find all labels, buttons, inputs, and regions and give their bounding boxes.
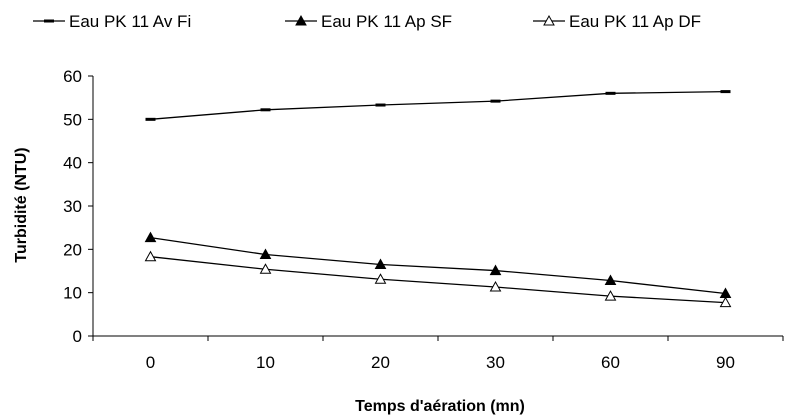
data-point [144,231,157,243]
series-line [150,236,726,295]
x-tick-label: 10 [256,353,275,372]
series-2 [144,231,732,299]
series-line [150,90,726,120]
legend-marker [543,14,555,26]
x-tick-label: 0 [146,353,155,372]
legend: Eau PK 11 Av Fi Eau PK 11 Ap SF Eau PK 11 … [33,12,701,31]
y-axis-title: Turbidité (NTU) [13,147,30,262]
data-point [489,281,502,292]
y-axis: 0 10 20 30 40 50 60 [63,67,94,346]
data-point [719,296,732,308]
y-tick-label: 50 [63,110,82,129]
x-tick-label: 60 [601,353,620,372]
data-point [144,250,157,262]
legend-label: Eau PK 11 Ap SF [321,12,452,31]
y-tick-label: 20 [63,240,82,259]
x-axis-title: Temps d'aération (mn) [355,398,525,415]
x-tick-label: 90 [716,353,735,372]
series-layer [144,90,732,308]
x-tick-label: 20 [371,353,390,372]
legend-marker [295,14,307,26]
data-point [374,273,387,284]
data-point [604,274,617,286]
data-point [604,290,617,301]
data-point [259,248,272,260]
series-line [150,256,726,304]
y-tick-label: 0 [73,327,82,346]
y-tick-label: 40 [63,154,82,173]
legend-item: Eau PK 11 Av Fi [33,12,191,31]
legend-item: Eau PK 11 Ap SF [285,12,452,31]
y-tick-label: 30 [63,197,82,216]
data-point [489,264,502,276]
series-1 [145,90,731,121]
legend-item: Eau PK 11 Ap DF [533,12,701,31]
data-point [374,258,387,269]
x-tick-label: 30 [486,353,505,372]
legend-label: Eau PK 11 Ap DF [569,12,701,31]
x-axis: 0 10 20 30 60 90 [92,335,784,372]
series-3 [144,250,732,308]
y-tick-label: 10 [63,284,82,303]
data-point [259,263,272,274]
legend-label: Eau PK 11 Av Fi [69,12,191,31]
y-tick-label: 60 [63,67,82,86]
